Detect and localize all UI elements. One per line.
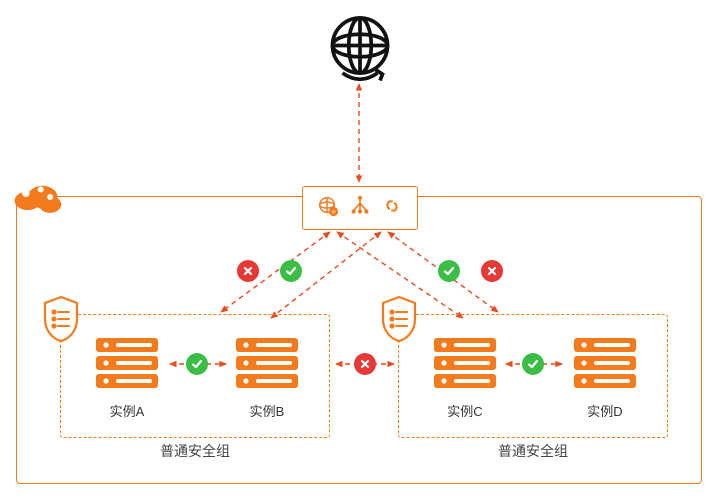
- deny-badge: [481, 260, 503, 282]
- load-balance-icon: [349, 195, 371, 222]
- allow-badge: [522, 353, 544, 375]
- instance-label: 实例A: [92, 401, 162, 420]
- instance-a: 实例A: [92, 336, 162, 420]
- security-group-shield-icon: [41, 295, 81, 343]
- link-icon: [381, 195, 403, 222]
- instance-c: 实例C: [430, 336, 500, 420]
- vpc-cloud-icon: [9, 175, 65, 219]
- allow-badge: [186, 353, 208, 375]
- internet-globe-icon: [320, 8, 400, 88]
- instance-label: 实例C: [430, 401, 500, 420]
- globe-ip-icon: IP: [317, 195, 339, 222]
- instance-b: 实例B: [232, 336, 302, 420]
- instance-label: 实例D: [570, 401, 640, 420]
- server-stack-icon: [570, 336, 640, 395]
- security-group-right-label: 普通安全组: [498, 441, 568, 461]
- deny-badge: [237, 260, 259, 282]
- instance-d: 实例D: [570, 336, 640, 420]
- svg-text:IP: IP: [331, 209, 335, 214]
- server-stack-icon: [92, 336, 162, 395]
- deny-badge: [354, 353, 376, 375]
- gateway-box: IP: [302, 186, 418, 230]
- allow-badge: [438, 260, 460, 282]
- security-group-shield-icon: [379, 295, 419, 343]
- server-stack-icon: [430, 336, 500, 395]
- allow-badge: [280, 260, 302, 282]
- instance-label: 实例B: [232, 401, 302, 420]
- server-stack-icon: [232, 336, 302, 395]
- diagram-stage: IP 普通安全组 普通安全组 实例A 实例B 实例C 实例D: [0, 0, 717, 500]
- security-group-left-label: 普通安全组: [160, 441, 230, 461]
